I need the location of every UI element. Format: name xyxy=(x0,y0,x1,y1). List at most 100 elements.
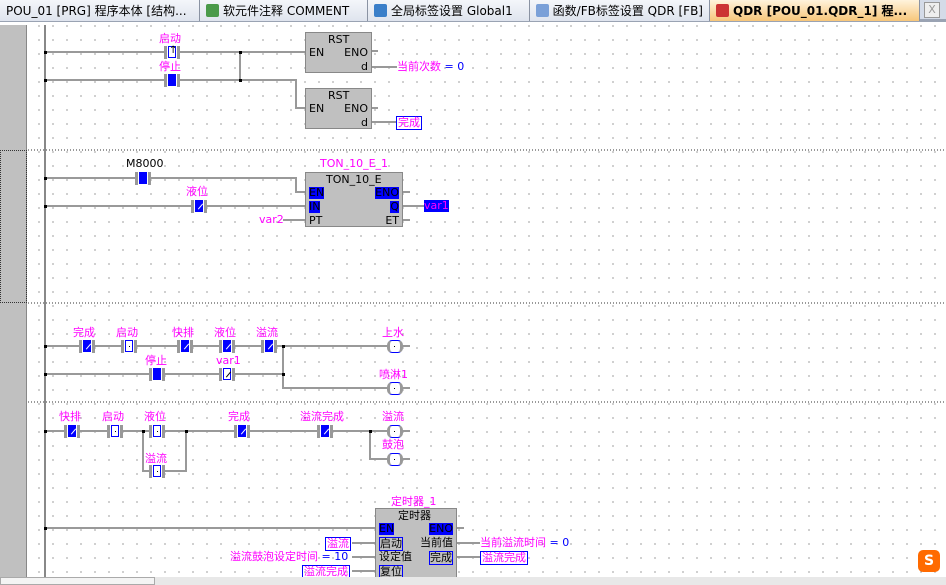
pin-eno: ENO xyxy=(429,522,453,535)
normally-open-contact[interactable] xyxy=(121,340,137,353)
pt-input-var[interactable]: var2 xyxy=(259,213,284,226)
pin-en: EN xyxy=(309,186,325,199)
timer-fb-block[interactable]: 定时器 EN 启动 设定值 复位 ENO 当前值 完成 xyxy=(375,508,457,579)
contact-label: 启动 xyxy=(116,326,138,339)
done-output[interactable]: 完成 xyxy=(396,116,422,130)
coil-label: 上水 xyxy=(382,326,404,339)
close-tab-button[interactable]: X xyxy=(924,2,940,18)
sogou-ime-logo[interactable]: S xyxy=(918,550,940,572)
normally-open-contact-on[interactable] xyxy=(164,74,180,87)
done-output-var[interactable]: 溢流完成 xyxy=(480,551,528,565)
contact-label: M8000 xyxy=(126,157,164,170)
output-coil[interactable] xyxy=(387,453,403,466)
pin-in: IN xyxy=(309,200,321,213)
globe-icon xyxy=(374,4,387,17)
normally-closed-contact[interactable] xyxy=(79,340,95,353)
var-name: 溢流鼓泡设定时间 xyxy=(230,550,318,563)
var-value: = 10 xyxy=(321,550,349,563)
set-time-input-var[interactable]: 溢流鼓泡设定时间 = 10 xyxy=(230,551,348,563)
contact-label: 溢流完成 xyxy=(300,410,344,423)
m8000-contact[interactable] xyxy=(135,172,151,185)
var-name: 当前溢流时间 xyxy=(480,536,546,549)
var-value: = 0 xyxy=(444,60,465,73)
horizontal-scrollbar[interactable] xyxy=(0,577,946,585)
normally-open-contact[interactable] xyxy=(107,425,123,438)
table-icon xyxy=(536,4,549,17)
block-title: TON_10_E xyxy=(326,173,382,186)
output-coil[interactable] xyxy=(387,382,403,395)
pin-current-value: 当前值 xyxy=(420,536,453,549)
pin-set-value: 设定值 xyxy=(379,550,412,563)
normally-closed-contact[interactable] xyxy=(261,340,277,353)
pin-done: 完成 xyxy=(429,551,453,565)
coil-label: 喷淋1 xyxy=(379,368,408,381)
contact-label: 快排 xyxy=(172,326,194,339)
ladder-editor-canvas[interactable] xyxy=(28,25,946,577)
output-coil[interactable] xyxy=(387,425,403,438)
contact-label: 液位 xyxy=(186,185,208,198)
contact-label: 快排 xyxy=(59,410,81,423)
tab-label: 软元件注释 COMMENT xyxy=(223,3,350,18)
contact-label: 溢流 xyxy=(145,452,167,465)
rst-block-1[interactable]: RST EN ENO d xyxy=(305,32,372,73)
normally-open-contact[interactable] xyxy=(149,425,165,438)
fb-instance-name: TON_10_E_1 xyxy=(320,157,389,170)
coil-label: 溢流 xyxy=(382,410,404,423)
document-tab-bar: POU_01 [PRG] 程序本体 [结构... 软元件注释 COMMENT 全… xyxy=(0,0,946,22)
tab-comment[interactable]: 软元件注释 COMMENT xyxy=(200,0,368,21)
var-value: = 0 xyxy=(549,536,570,549)
normally-open-contact[interactable] xyxy=(149,465,165,478)
contact-label: var1 xyxy=(216,354,241,367)
rst-block-2[interactable]: RST EN ENO d xyxy=(305,88,372,129)
coil-label: 鼓泡 xyxy=(382,438,404,451)
block-title: RST xyxy=(328,89,350,102)
network-gutter[interactable] xyxy=(0,25,27,577)
pin-et: ET xyxy=(385,214,399,227)
pin-start: 启动 xyxy=(379,537,403,551)
normally-closed-contact[interactable] xyxy=(191,200,207,213)
normally-closed-contact[interactable] xyxy=(317,425,333,438)
block-title: 定时器 xyxy=(398,509,431,522)
contact-label: 启动 xyxy=(159,32,181,45)
normally-closed-contact[interactable] xyxy=(219,368,235,381)
pin-pt: PT xyxy=(309,214,323,227)
tab-fb-labels[interactable]: 函数/FB标签设置 QDR [FB] xyxy=(530,0,710,21)
tab-label: 全局标签设置 Global1 xyxy=(391,3,513,18)
contact-label: 完成 xyxy=(73,326,95,339)
ladder-icon xyxy=(716,4,729,17)
rising-edge-contact[interactable] xyxy=(164,45,180,59)
pin-q: Q xyxy=(390,200,399,213)
tab-global-labels[interactable]: 全局标签设置 Global1 xyxy=(368,0,530,21)
q-output-var[interactable]: var1 xyxy=(424,199,449,212)
tab-qdr-active[interactable]: QDR [POU_01.QDR_1] 程... xyxy=(710,0,920,21)
block-title: RST xyxy=(328,33,350,46)
output-coil[interactable] xyxy=(387,340,403,353)
normally-open-contact-on[interactable] xyxy=(149,368,165,381)
pin-d: d xyxy=(361,60,368,73)
normally-closed-contact[interactable] xyxy=(234,425,250,438)
contact-label: 完成 xyxy=(228,410,250,423)
var-name: 当前次数 xyxy=(397,60,441,73)
selected-network-marker xyxy=(0,150,27,303)
normally-closed-contact[interactable] xyxy=(177,340,193,353)
tab-pou01-program[interactable]: POU_01 [PRG] 程序本体 [结构... xyxy=(0,0,200,21)
normally-closed-contact[interactable] xyxy=(64,425,80,438)
tab-label: POU_01 [PRG] 程序本体 [结构... xyxy=(6,3,187,18)
contact-label: 启动 xyxy=(102,410,124,423)
scrollbar-thumb[interactable] xyxy=(0,577,155,585)
current-time-output: 当前溢流时间 = 0 xyxy=(480,537,569,549)
normally-closed-contact[interactable] xyxy=(219,340,235,353)
contact-label: 液位 xyxy=(214,326,236,339)
ton-timer-block[interactable]: TON_10_E EN IN PT ENO Q ET xyxy=(305,172,403,227)
current-count-output: 当前次数 = 0 xyxy=(397,61,464,73)
contact-label: 停止 xyxy=(145,354,167,367)
fb-instance-name: 定时器_1 xyxy=(391,495,437,508)
pin-eno: ENO xyxy=(344,46,368,59)
tab-label: 函数/FB标签设置 QDR [FB] xyxy=(552,3,703,18)
pin-d: d xyxy=(361,116,368,129)
comment-icon xyxy=(206,4,219,17)
start-input-var[interactable]: 溢流 xyxy=(325,537,351,551)
pin-eno: ENO xyxy=(375,186,399,199)
pin-en: EN xyxy=(309,102,325,115)
